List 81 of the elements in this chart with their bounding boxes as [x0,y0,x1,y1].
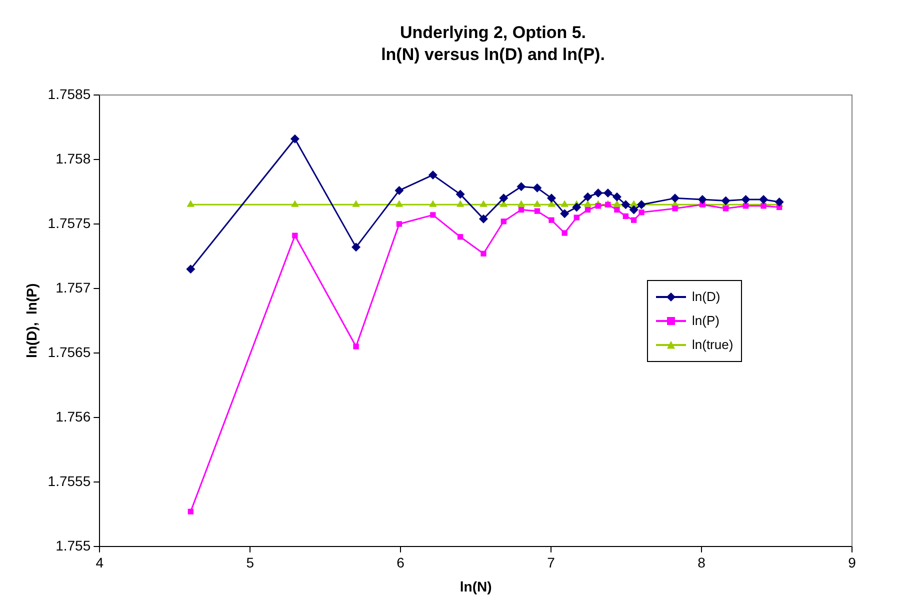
point [353,344,359,350]
y-tick-label: 1.7565 [48,344,91,360]
point [517,200,526,207]
point [603,188,612,198]
point [672,206,678,212]
x-axis-title: ln(N) [460,578,492,594]
x-tick-label: 9 [848,554,856,571]
point [574,214,580,220]
legend-label: ln(P) [692,313,720,328]
point [584,206,591,213]
point [478,214,488,224]
y-tick-label: 1.758 [56,150,91,166]
point [612,192,622,202]
point [395,200,404,207]
point [534,208,540,214]
point [457,234,464,240]
point [186,200,195,207]
point [290,134,300,144]
point [622,213,629,220]
x-tick-label: 7 [547,554,556,571]
point [722,206,729,212]
point [760,203,766,209]
point [594,188,603,198]
point [759,194,768,204]
point [532,183,542,192]
chart-title: Underlying 2, Option 5. ln(N) versus ln(D) and ln(P). [380,22,606,66]
point [352,200,360,207]
point [292,232,298,238]
point [547,194,556,203]
y-axis-title: ln(D), ln(P) [23,283,40,358]
point [621,200,630,210]
point [480,200,488,207]
point [456,190,465,199]
point [638,210,644,216]
point [499,194,508,203]
point [670,194,680,203]
point [429,200,437,207]
point [583,192,592,202]
legend-label: ln(true) [692,337,734,352]
point [614,206,620,213]
point [428,170,438,180]
x-tick-label: 5 [246,554,254,571]
point [584,200,592,207]
point [518,206,524,213]
point [613,200,621,207]
point [430,212,436,218]
point [698,194,707,204]
point [636,200,646,210]
y-tick-label: 1.757 [56,279,91,296]
y-tick-label: 1.7555 [48,472,91,489]
point [741,194,750,204]
y-tick-label: 1.7585 [48,86,91,102]
point [396,221,402,227]
y-tick-label: 1.7575 [48,214,91,231]
point [352,242,361,252]
point [188,508,194,514]
point [480,250,486,256]
point [562,230,568,236]
legend-label: ln(D) [692,289,720,304]
point [629,205,638,214]
point [291,200,299,207]
point [721,196,730,206]
y-tick-label: 1.755 [56,537,91,554]
point [186,264,196,274]
point [774,198,784,207]
point [456,200,464,207]
x-tick-label: 4 [96,554,104,571]
point [595,203,601,209]
point [533,200,542,207]
point [560,209,570,218]
point [630,217,637,223]
point [500,218,506,224]
point [742,203,749,209]
point [572,202,582,212]
y-tick-label: 1.756 [56,408,91,424]
x-tick-label: 8 [698,554,706,571]
point [548,217,554,223]
point [516,182,526,192]
x-tick-label: 6 [396,554,405,571]
point [560,200,568,207]
point [394,186,404,195]
